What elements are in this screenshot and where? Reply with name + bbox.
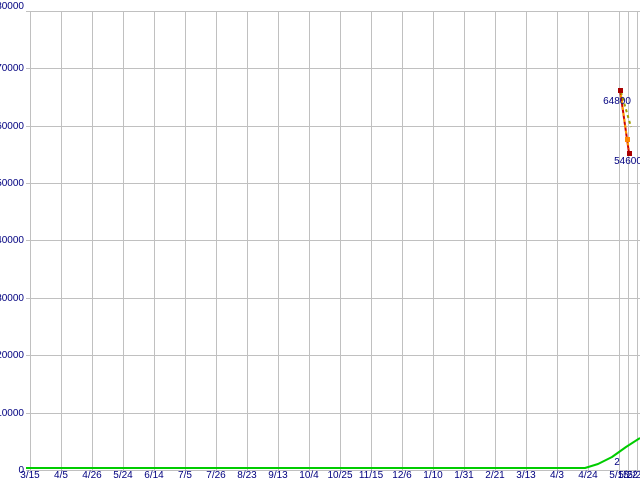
olive-trend-dashed — [620, 91, 632, 128]
green-baseline-series — [26, 437, 640, 469]
x-axis-tick-label: 10/25 — [327, 470, 352, 480]
y-axis-tick-label: 10000 — [0, 408, 24, 419]
x-axis-tick-label: 1/31 — [454, 470, 474, 480]
label-2-fragment: 2 — [614, 457, 620, 468]
x-axis-tick-label: 5/15 — [609, 470, 629, 480]
x-axis-tick-label: 12/6 — [392, 470, 412, 480]
y-axis-tick-label: 40000 — [0, 235, 24, 246]
y-axis-tick-label: 60000 — [0, 121, 24, 132]
x-axis-tick-label: 4/26 — [82, 470, 102, 480]
x-axis-tick-label: 1/10 — [423, 470, 443, 480]
y-axis-tick-label: 80000 — [0, 1, 24, 12]
red-point-bottom — [627, 151, 632, 156]
x-axis-tick-label: 9/13 — [268, 470, 288, 480]
x-axis-tick-label: 11/15 — [359, 470, 384, 480]
label-64800: 64800 — [603, 96, 631, 107]
y-axis-tick-label: 20000 — [0, 350, 24, 361]
red-point-top — [618, 88, 623, 93]
y-axis-tick-label: 70000 — [0, 63, 24, 74]
x-axis-tick-label: 3/13 — [516, 470, 536, 480]
x-axis-tick-label: 3/15 — [20, 470, 40, 480]
x-axis-tick-label: 10/4 — [299, 470, 319, 480]
x-axis-tick-label: 7/26 — [206, 470, 226, 480]
y-axis-tick-label: 50000 — [0, 178, 24, 189]
label-54600: 54600 — [614, 156, 640, 167]
orange-point — [625, 137, 630, 142]
x-axis-tick-label: 5/29 — [627, 470, 640, 480]
x-axis-tick-label: 7/5 — [178, 470, 192, 480]
x-axis-tick-label: 5/24 — [113, 470, 133, 480]
y-axis-tick-label: 30000 — [0, 293, 24, 304]
x-axis-tick-label: 4/5 — [54, 470, 68, 480]
y-axis-tick-label: 0 — [18, 465, 24, 476]
x-axis-tick-label: 2/21 — [485, 470, 505, 480]
x-axis-tick-label: 6/14 — [144, 470, 164, 480]
x-axis-tick-label: 8/23 — [237, 470, 257, 480]
x-axis-tick-label: 4/24 — [578, 470, 598, 480]
x-axis-tick-label: 4/3 — [550, 470, 564, 480]
x-axis-tick-label: 5/22 — [618, 470, 638, 480]
